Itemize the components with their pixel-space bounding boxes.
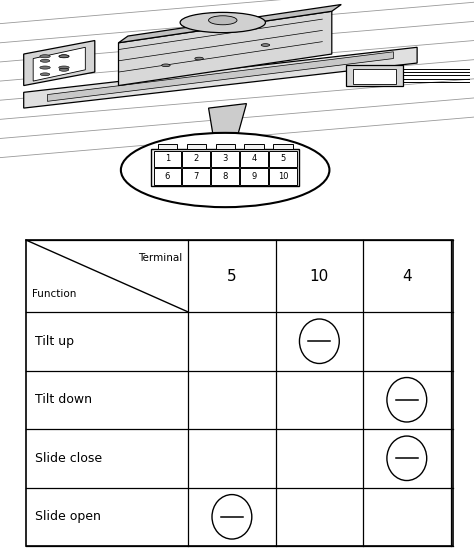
- Polygon shape: [24, 47, 417, 108]
- FancyBboxPatch shape: [26, 240, 453, 546]
- Text: Terminal: Terminal: [138, 253, 182, 263]
- Text: Slide close: Slide close: [35, 452, 102, 465]
- Bar: [154, 168, 181, 185]
- Text: Tilt up: Tilt up: [35, 335, 73, 348]
- Bar: [269, 151, 297, 167]
- Bar: [269, 168, 297, 185]
- Bar: [211, 168, 239, 185]
- Text: 3: 3: [222, 155, 228, 163]
- Polygon shape: [33, 47, 85, 81]
- Bar: [211, 151, 239, 167]
- Polygon shape: [47, 52, 393, 101]
- Text: 2: 2: [193, 155, 199, 163]
- Text: Function: Function: [32, 289, 76, 299]
- Ellipse shape: [40, 59, 50, 62]
- Bar: [187, 145, 206, 150]
- Bar: [273, 145, 292, 150]
- Text: 10: 10: [278, 172, 288, 181]
- Polygon shape: [118, 4, 341, 43]
- Text: 7: 7: [193, 172, 199, 181]
- Ellipse shape: [212, 495, 252, 539]
- Ellipse shape: [209, 16, 237, 25]
- Text: Slide open: Slide open: [35, 510, 100, 523]
- Ellipse shape: [162, 64, 170, 67]
- Bar: [154, 151, 181, 167]
- Polygon shape: [24, 41, 95, 86]
- Ellipse shape: [261, 44, 270, 46]
- Text: 9: 9: [251, 172, 257, 181]
- Bar: [245, 145, 264, 150]
- Text: 8: 8: [222, 172, 228, 181]
- Ellipse shape: [300, 319, 339, 364]
- FancyBboxPatch shape: [353, 69, 396, 85]
- FancyBboxPatch shape: [346, 65, 403, 86]
- Text: 5: 5: [280, 155, 286, 163]
- Bar: [182, 168, 210, 185]
- Ellipse shape: [195, 57, 203, 60]
- Bar: [158, 145, 177, 150]
- Text: 4: 4: [251, 155, 257, 163]
- Text: 6: 6: [164, 172, 170, 181]
- Ellipse shape: [121, 133, 329, 207]
- Text: 1: 1: [164, 155, 170, 163]
- Ellipse shape: [40, 66, 50, 69]
- Ellipse shape: [59, 66, 69, 69]
- Text: 10: 10: [310, 269, 329, 284]
- Ellipse shape: [387, 378, 427, 422]
- Ellipse shape: [40, 54, 50, 58]
- Ellipse shape: [40, 73, 50, 76]
- Text: 5: 5: [227, 269, 237, 284]
- Bar: [216, 145, 235, 150]
- Ellipse shape: [59, 54, 69, 58]
- Bar: [240, 168, 268, 185]
- Polygon shape: [118, 11, 332, 86]
- Bar: [182, 151, 210, 167]
- Bar: [240, 151, 268, 167]
- Text: 4: 4: [402, 269, 411, 284]
- Ellipse shape: [387, 436, 427, 480]
- Bar: [151, 150, 299, 186]
- Ellipse shape: [180, 12, 265, 33]
- Ellipse shape: [59, 55, 69, 58]
- Ellipse shape: [59, 68, 69, 71]
- Text: Tilt down: Tilt down: [35, 393, 91, 406]
- Polygon shape: [209, 103, 246, 151]
